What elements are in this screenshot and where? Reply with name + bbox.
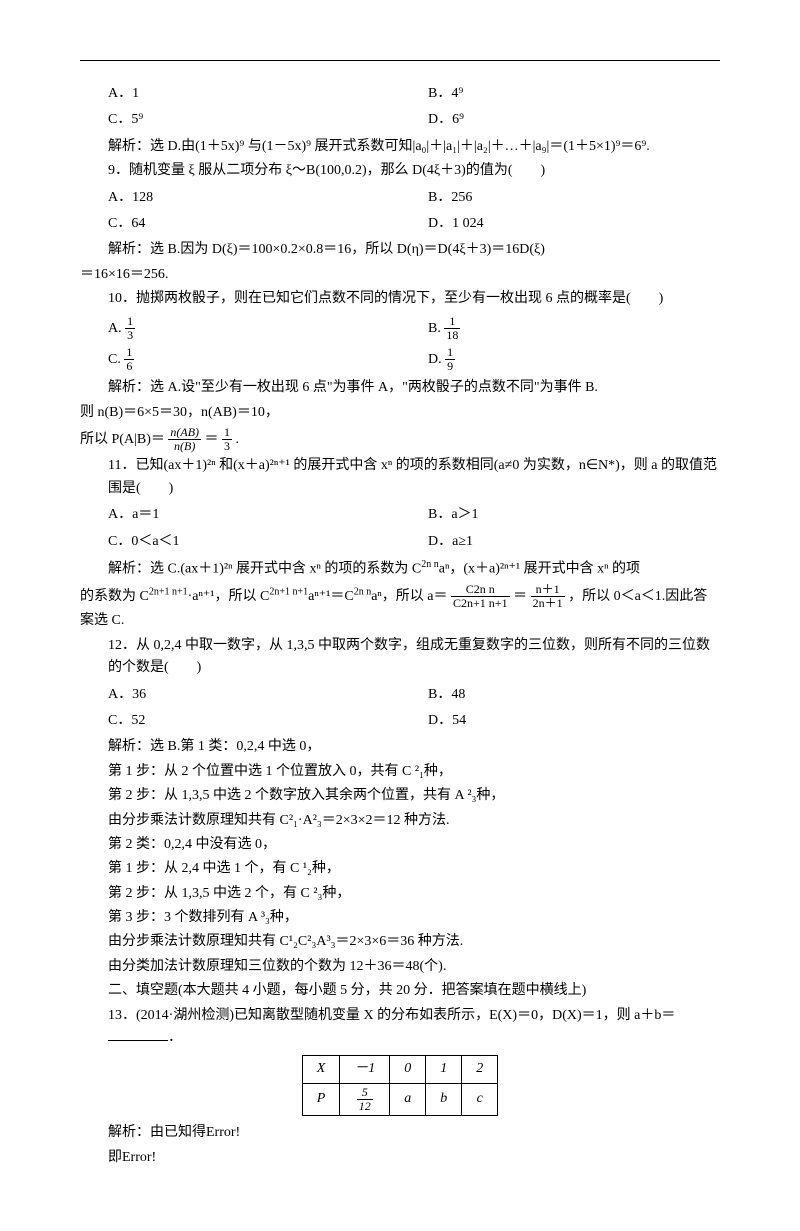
q8-options: A．1 B．4⁹ C．5⁹ D．6⁹: [80, 81, 720, 134]
q11-c1: 2n n: [421, 559, 439, 570]
q11-analysis-l1: 解析：选 C.(ax＋1)²ⁿ 展开式中含 xⁿ 的项的系数为 C2n naⁿ，…: [80, 557, 720, 581]
q12-a10: 由分类加法计数原理知三位数的个数为 12＋36＝48(个).: [80, 956, 720, 978]
q12-opt-a: A．36: [80, 684, 400, 706]
q8-analysis: 解析：选 D.由(1＋5x)⁹ 与(1－5x)⁹ 展开式系数可知|a₀|＋|a₁…: [80, 136, 720, 158]
q12-opt-d: D．54: [400, 710, 720, 732]
q11-c1b: 2n n: [354, 586, 372, 597]
q13-stem-pre: 13．(2014·湖州检测)已知离散型随机变量 X 的分布如表所示，E(X)＝0…: [108, 1008, 675, 1023]
q11-a-mid5: ＝: [513, 589, 527, 604]
q13-t-p2: a: [390, 1083, 426, 1115]
q11-analysis-l2: 的系数为 C2n+1 n+1·aⁿ⁺¹，所以 C2n+1 n+1aⁿ⁺¹＝C2n…: [80, 583, 720, 633]
q12-a2: 第 1 步：从 2 个位置中选 1 个位置放入 0，共有 C ²₁种，: [80, 761, 720, 783]
q10-a3-mid: ＝: [205, 432, 219, 447]
q11-a-pre: 解析：选 C.(ax＋1)²ⁿ 展开式中含 xⁿ 的项的系数为 C: [108, 562, 421, 577]
q10-b-frac: 118: [444, 315, 460, 342]
q13-stem-suf: ．: [168, 1030, 182, 1045]
q10-opt-d: D. 19: [400, 346, 720, 373]
q9-options: A．128 B．256 C．64 D．1 024: [80, 185, 720, 238]
q10-analysis-2: 则 n(B)＝6×5＝30，n(AB)＝10，: [80, 402, 720, 424]
q10-analysis-1: 解析：选 A.设"至少有一枚出现 6 点"为事件 A，"两枚骰子的点数不同"为事…: [80, 377, 720, 399]
q13-table-row2: P 512 a b c: [302, 1083, 498, 1115]
q10-opt-c: C. 16: [80, 346, 400, 373]
q13-t-p4: c: [462, 1083, 498, 1115]
q11-stem: 11．已知(ax＋1)²ⁿ 和(x＋a)²ⁿ⁺¹ 的展开式中含 xⁿ 的项的系数…: [80, 455, 720, 500]
q10-a3-pre: 所以 P(A|B)＝: [80, 432, 165, 447]
q9-analysis-1: 解析：选 B.因为 D(ξ)＝100×0.2×0.8＝16，所以 D(η)＝D(…: [80, 239, 720, 261]
q9-analysis-2: ＝16×16＝256.: [80, 264, 720, 286]
q13-table: X －1 0 1 2 P 512 a b c: [302, 1055, 499, 1116]
q11-frac1: C2n nC2n+1 n+1: [451, 583, 510, 610]
document-page: A．1 B．4⁹ C．5⁹ D．6⁹ 解析：选 D.由(1＋5x)⁹ 与(1－5…: [80, 60, 720, 1169]
q11-a-l2a: 的系数为 C: [80, 589, 149, 604]
q10-c-label: C.: [108, 352, 121, 367]
q10-analysis-3: 所以 P(A|B)＝ n(AB)n(B) ＝ 13 .: [80, 426, 720, 453]
section2-title: 二、填空题(本大题共 4 小题，每小题 5 分，共 20 分．把答案填在题中横线…: [80, 980, 720, 1002]
q10-c-frac: 16: [124, 346, 134, 373]
q10-a3-suf: .: [236, 432, 240, 447]
q13-stem: 13．(2014·湖州检测)已知离散型随机变量 X 的分布如表所示，E(X)＝0…: [80, 1005, 720, 1050]
q10-options: A. 13 B. 118 C. 16 D. 19: [80, 313, 720, 376]
q11-a-mid2: ·aⁿ⁺¹，所以 C: [188, 589, 270, 604]
q9-opt-d: D．1 024: [400, 213, 720, 235]
q13-blank: [108, 1028, 168, 1041]
q11-frac2: n＋12n＋1: [531, 583, 565, 610]
q11-opt-a: A．a＝1: [80, 504, 400, 526]
q8-opt-d: D．6⁹: [400, 109, 720, 131]
q13-p1-frac: 512: [357, 1086, 373, 1113]
q13-t-c2: 0: [390, 1056, 426, 1083]
q11-a-mid3: aⁿ⁺¹＝C: [308, 589, 354, 604]
q12-opt-b: B．48: [400, 684, 720, 706]
q10-a3-frac2: 13: [222, 426, 232, 453]
q12-a6: 第 1 步：从 2,4 中选 1 个，有 C ¹₂种，: [80, 858, 720, 880]
q13-t-p1: 512: [340, 1083, 390, 1115]
q12-opt-c: C．52: [80, 710, 400, 732]
q12-stem: 12．从 0,2,4 中取一数字，从 1,3,5 中取两个数字，组成无重复数字的…: [80, 635, 720, 680]
q10-a3-frac1: n(AB)n(B): [168, 426, 201, 453]
q9-opt-c: C．64: [80, 213, 400, 235]
q11-a-mid4: aⁿ，所以 a＝: [371, 589, 447, 604]
q11-opt-c: C．0＜a＜1: [80, 531, 400, 553]
q8-opt-a: A．1: [80, 83, 400, 105]
q10-b-label: B.: [428, 320, 441, 335]
q13-t-p3: b: [426, 1083, 462, 1115]
q10-a-label: A.: [108, 320, 122, 335]
q13-table-row1: X －1 0 1 2: [302, 1056, 498, 1083]
q11-options: A．a＝1 B．a＞1 C．0＜a＜1 D．a≥1: [80, 502, 720, 555]
q9-stem: 9．随机变量 ξ 服从二项分布 ξ～B(100,0.2)，那么 D(4ξ＋3)的…: [80, 160, 720, 182]
q9-opt-a: A．128: [80, 187, 400, 209]
q11-c2: 2n+1 n+1: [149, 586, 188, 597]
q13-t-c4: 2: [462, 1056, 498, 1083]
q13-t-p: P: [302, 1083, 340, 1115]
q13-a1: 解析：由已知得Error!: [80, 1122, 720, 1144]
q12-a9: 由分步乘法计数原理知共有 C¹₂C²₃A³₃＝2×3×6＝36 种方法.: [80, 931, 720, 953]
q10-opt-a: A. 13: [80, 315, 400, 342]
q13-a2: 即Error!: [80, 1147, 720, 1169]
q13-t-c1: －1: [340, 1056, 390, 1083]
q12-a7: 第 2 步：从 1,3,5 中选 2 个，有 C ²₃种，: [80, 883, 720, 905]
q12-a5: 第 2 类：0,2,4 中没有选 0，: [80, 834, 720, 856]
q9-opt-b: B．256: [400, 187, 720, 209]
q12-a4: 由分步乘法计数原理知共有 C²₁·A²₃＝2×3×2＝12 种方法.: [80, 810, 720, 832]
q13-t-c3: 1: [426, 1056, 462, 1083]
q10-d-label: D.: [428, 352, 442, 367]
q13-t-x: X: [302, 1056, 340, 1083]
q12-a3: 第 2 步：从 1,3,5 中选 2 个数字放入其余两个位置，共有 A ²₃种，: [80, 785, 720, 807]
q10-opt-b: B. 118: [400, 315, 720, 342]
q12-options: A．36 B．48 C．52 D．54: [80, 682, 720, 735]
q11-opt-d: D．a≥1: [400, 531, 720, 553]
q10-stem: 10．抛掷两枚骰子，则在已知它们点数不同的情况下，至少有一枚出现 6 点的概率是…: [80, 288, 720, 310]
q11-opt-b: B．a＞1: [400, 504, 720, 526]
q11-c2b: 2n+1 n+1: [269, 586, 308, 597]
q8-opt-c: C．5⁹: [80, 109, 400, 131]
q8-opt-b: B．4⁹: [400, 83, 720, 105]
q11-a-mid1: aⁿ，(x＋a)²ⁿ⁺¹ 展开式中含 xⁿ 的项: [439, 562, 640, 577]
q12-a1: 解析：选 B.第 1 类：0,2,4 中选 0，: [80, 736, 720, 758]
q10-d-frac: 19: [445, 346, 455, 373]
q10-a-frac: 13: [125, 315, 135, 342]
q12-a8: 第 3 步：3 个数排列有 A ³₃种，: [80, 907, 720, 929]
